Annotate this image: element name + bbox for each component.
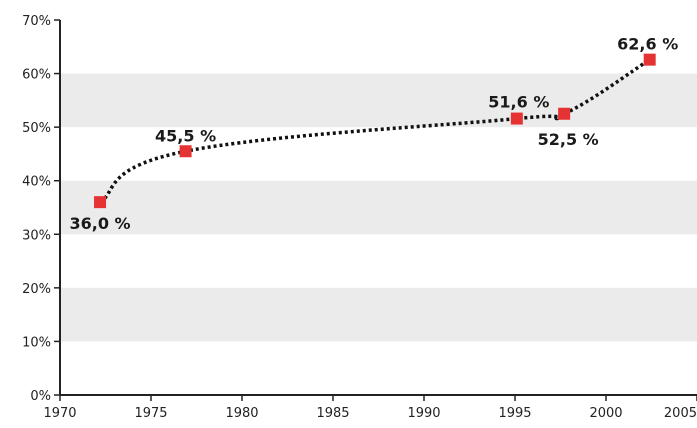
data-label: 52,5 % <box>538 130 599 149</box>
x-tick-label: 2005 <box>664 406 697 421</box>
y-axis-ticks: 0% 10% 20% 30% 40% 50% 60% 70% <box>22 14 60 404</box>
x-tick-label: 1990 <box>407 406 440 421</box>
grid-band <box>60 287 697 342</box>
grid-bands <box>60 73 697 342</box>
data-point-marker <box>179 145 192 158</box>
grid-band <box>60 73 697 128</box>
y-tick-label: 30% <box>22 228 51 243</box>
y-tick-label: 40% <box>22 175 51 190</box>
series-line <box>99 58 651 204</box>
data-point-marker <box>643 53 656 66</box>
data-label: 36,0 % <box>70 214 131 233</box>
grid-band <box>60 180 697 235</box>
y-tick-label: 10% <box>22 335 51 350</box>
x-tick-label: 1995 <box>498 406 531 421</box>
y-tick-label: 20% <box>22 282 51 297</box>
x-tick-label: 1975 <box>134 406 167 421</box>
data-label: 62,6 % <box>617 35 678 54</box>
data-point-marker <box>510 112 523 125</box>
data-point-marker <box>558 107 571 120</box>
x-tick-label: 1970 <box>43 406 76 421</box>
data-markers <box>94 53 656 209</box>
data-point-marker <box>94 196 107 209</box>
x-axis-ticks: 1970 1975 1980 1985 1990 1995 2000 2005 <box>43 395 697 421</box>
y-tick-label: 70% <box>22 14 51 29</box>
y-tick-label: 0% <box>30 389 51 404</box>
x-tick-label: 1980 <box>225 406 258 421</box>
data-labels: 36,0 % 45,5 % 51,6 % 52,5 % 62,6 % <box>70 35 679 233</box>
y-tick-label: 60% <box>22 68 51 83</box>
series-line-path <box>99 58 651 204</box>
x-tick-label: 2000 <box>589 406 622 421</box>
axes <box>59 20 697 396</box>
data-label: 45,5 % <box>155 126 216 145</box>
y-tick-label: 50% <box>22 121 51 136</box>
x-tick-label: 1985 <box>316 406 349 421</box>
data-label: 51,6 % <box>488 93 549 112</box>
